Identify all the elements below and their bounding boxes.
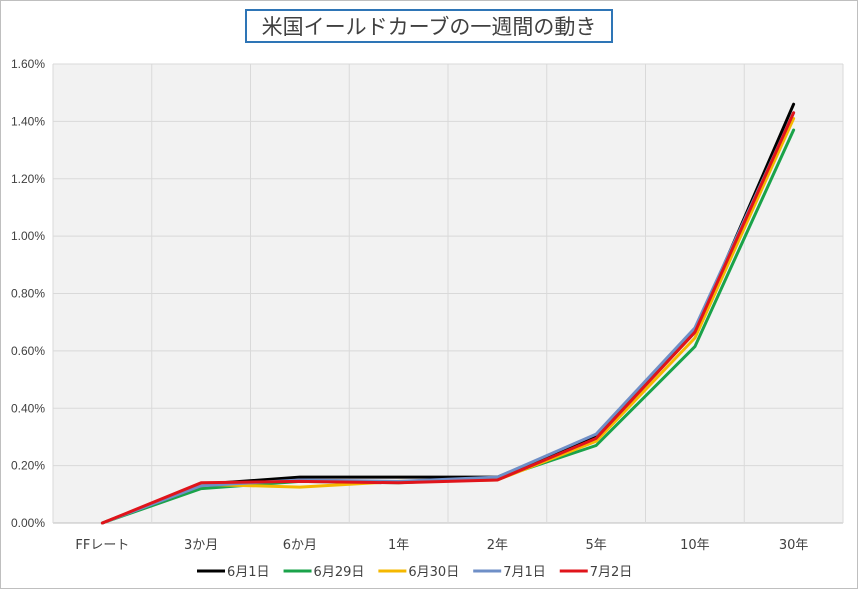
- y-tick-label: 0.60%: [11, 344, 45, 358]
- x-tick-label: 30年: [779, 538, 809, 553]
- series-line: [100, 111, 796, 525]
- x-tick-label: FFレート: [75, 538, 129, 553]
- y-tick-label: 0.00%: [11, 516, 45, 530]
- y-axis-ticks: 0.00% 0.20% 0.40% 0.60% 0.80% 1.00% 1.20% 1.40%…: [11, 57, 45, 530]
- y-tick-label: 1.20%: [11, 172, 45, 186]
- y-tick-label: 1.00%: [11, 229, 45, 243]
- x-tick-label: 5年: [585, 538, 606, 553]
- y-tick-label: 0.20%: [11, 459, 45, 473]
- x-tick-label: 1年: [388, 538, 409, 553]
- series-line: [100, 111, 796, 525]
- x-tick-label: 2年: [487, 538, 508, 553]
- y-tick-label: 1.60%: [11, 57, 45, 71]
- legend-label: 6月30日: [408, 565, 459, 580]
- legend-label: 6月29日: [314, 565, 365, 580]
- x-tick-label: 10年: [680, 538, 710, 553]
- category-dividers: [52, 64, 844, 523]
- series-lines: [100, 102, 796, 525]
- y-tick-label: 1.40%: [11, 114, 45, 128]
- y-tick-label: 0.80%: [11, 287, 45, 301]
- x-tick-label: 6か月: [283, 538, 317, 553]
- chart-title-box: 米国イールドカーブの一週間の動き: [245, 9, 613, 43]
- x-axis-ticks: FFレート 3か月 6か月 1年 2年 5年 10年 30年: [75, 538, 808, 553]
- legend: 6月1日 6月29日 6月30日 7月1日 7月2日: [197, 565, 632, 580]
- y-tick-label: 0.40%: [11, 401, 45, 415]
- x-tick-label: 3か月: [184, 538, 218, 553]
- legend-label: 7月2日: [590, 565, 633, 580]
- chart-title: 米国イールドカーブの一週間の動き: [261, 15, 597, 39]
- legend-label: 7月1日: [503, 565, 546, 580]
- legend-label: 6月1日: [227, 565, 270, 580]
